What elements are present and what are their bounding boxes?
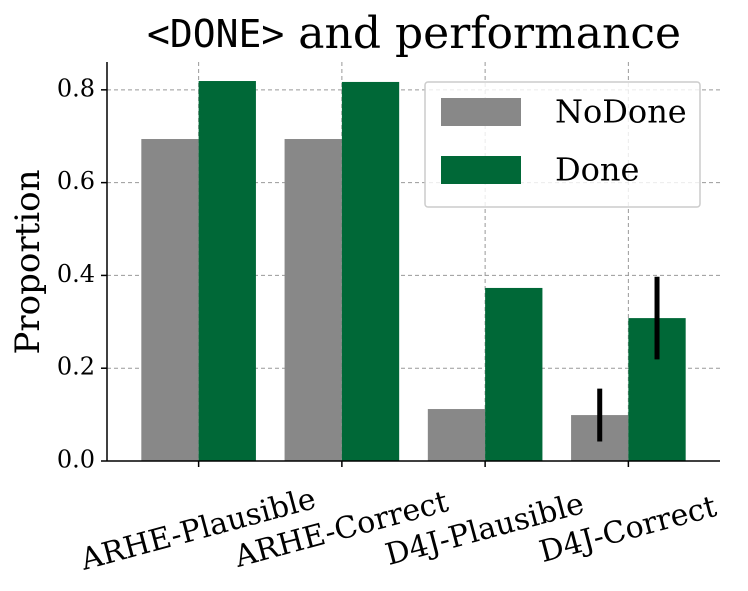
legend: NoDone Done [424, 81, 701, 208]
bar [141, 139, 199, 461]
legend-label: Done [555, 151, 639, 189]
y-tick-label: 0.0 [57, 446, 95, 474]
legend-swatch [441, 156, 521, 184]
bar [284, 139, 342, 461]
bar [341, 81, 400, 461]
legend-label: NoDone [555, 93, 687, 131]
y-axis-label: Proportion [8, 170, 48, 355]
title-text: and performance [298, 8, 681, 59]
y-tick-label: 0.4 [57, 260, 95, 288]
chart-title: <DONE> and performance [147, 8, 681, 59]
y-tick-label: 0.8 [57, 74, 95, 102]
legend-swatch [441, 98, 521, 126]
y-tick-label: 0.2 [57, 353, 95, 381]
y-tick-label: 0.6 [57, 167, 95, 195]
title-code: <DONE> [147, 12, 284, 56]
bar [485, 287, 543, 461]
bar [198, 81, 256, 461]
bar [427, 409, 486, 461]
